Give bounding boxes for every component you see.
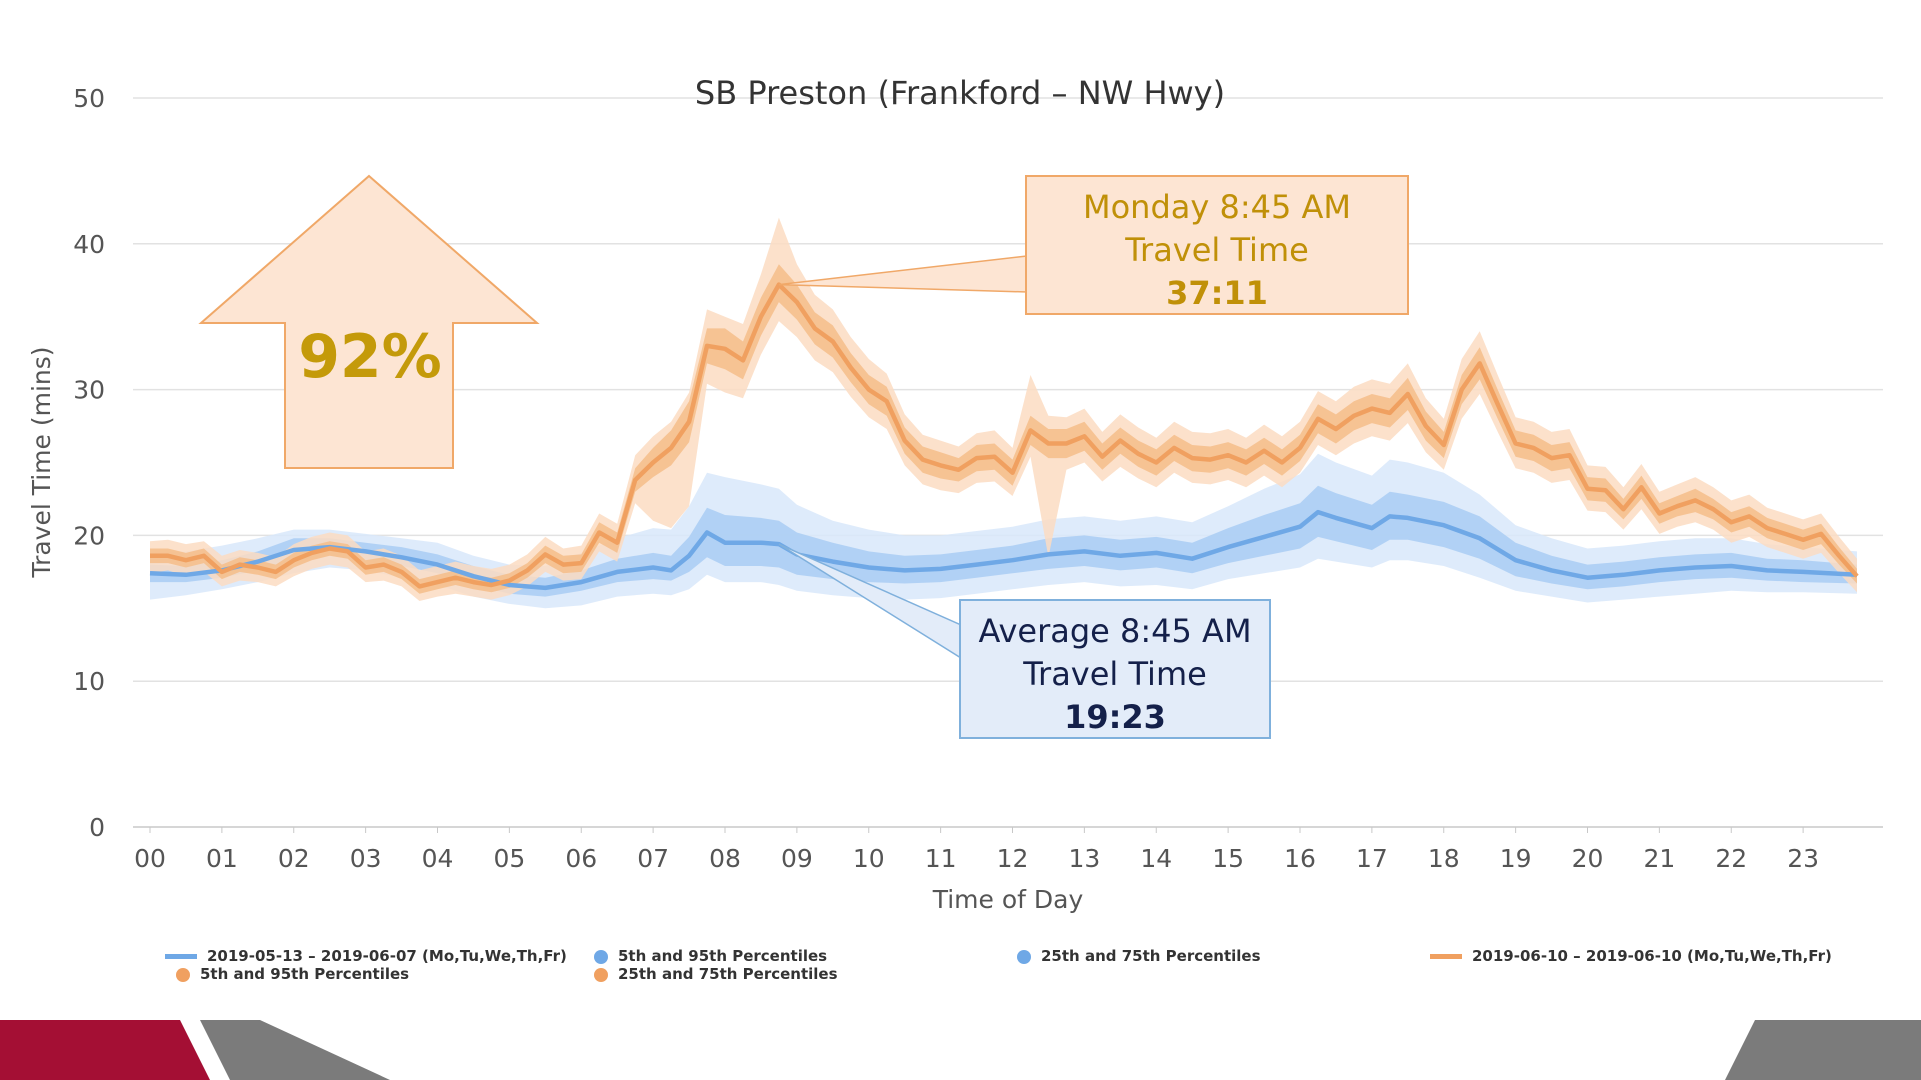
series-line-event-day xyxy=(150,282,1859,589)
series-lines xyxy=(149,282,1859,591)
y-tick-label: 40 xyxy=(73,230,105,259)
band-5-95-event-day xyxy=(150,217,1857,601)
percentile-bands xyxy=(150,217,1857,609)
legend-line-icon xyxy=(165,954,197,959)
x-tick-label: 00 xyxy=(134,844,166,873)
average-callout-line2: Travel Time xyxy=(1023,655,1207,693)
legend-label: 2019-05-13 – 2019-06-07 (Mo,Tu,We,Th,Fr) xyxy=(207,947,567,965)
y-axis-title: Travel Time (mins) xyxy=(27,346,56,578)
x-tick-label: 12 xyxy=(997,844,1029,873)
y-tick-label: 30 xyxy=(73,376,105,405)
x-tick-label: 03 xyxy=(350,844,382,873)
footer-grey-stripe-right xyxy=(1725,1020,1921,1080)
legend-item-orange-25-75[interactable]: 25th and 75th Percentiles xyxy=(594,965,838,983)
x-tick-label: 04 xyxy=(422,844,454,873)
monday-callout-line2: Travel Time xyxy=(1125,231,1309,269)
increase-percent: 92% xyxy=(298,322,442,392)
chart-title: SB Preston (Frankford – NW Hwy) xyxy=(695,74,1225,112)
x-tick-label: 06 xyxy=(565,844,597,873)
legend-label: 2019-06-10 – 2019-06-10 (Mo,Tu,We,Th,Fr) xyxy=(1472,947,1832,965)
monday-callout-line1: Monday 8:45 AM xyxy=(1082,188,1352,226)
x-tick-label: 16 xyxy=(1284,844,1316,873)
x-tick-label: 01 xyxy=(206,844,238,873)
x-tick-label: 15 xyxy=(1212,844,1244,873)
x-tick-label: 05 xyxy=(493,844,525,873)
legend-dot-icon xyxy=(1017,949,1031,964)
footer-red-stripe xyxy=(0,1020,210,1080)
x-axis-title: Time of Day xyxy=(932,885,1084,914)
legend-dot-icon xyxy=(176,967,190,982)
legend-item-event-day[interactable]: 2019-06-10 – 2019-06-10 (Mo,Tu,We,Th,Fr) xyxy=(1430,947,1832,965)
increase-arrow-icon xyxy=(198,174,540,469)
average-callout-value: 19:23 xyxy=(1064,698,1166,736)
x-tick-label: 22 xyxy=(1715,844,1747,873)
y-tick-label: 50 xyxy=(73,84,105,113)
x-tick-label: 09 xyxy=(781,844,813,873)
x-tick-label: 20 xyxy=(1572,844,1604,873)
legend-label: 5th and 95th Percentiles xyxy=(200,965,410,983)
callout-connectors xyxy=(778,255,1028,660)
x-tick-label: 17 xyxy=(1356,844,1388,873)
legend-line-icon xyxy=(1430,954,1462,959)
monday-callout-value: 37:11 xyxy=(1166,274,1268,312)
legend-item-baseline[interactable]: 2019-05-13 – 2019-06-07 (Mo,Tu,We,Th,Fr) xyxy=(165,947,567,965)
legend-label: 25th and 75th Percentiles xyxy=(1041,947,1261,965)
legend-item-blue-5-95[interactable]: 5th and 95th Percentiles xyxy=(594,947,827,965)
x-tick-label: 10 xyxy=(853,844,885,873)
x-tick-label: 14 xyxy=(1140,844,1172,873)
x-tick-label: 21 xyxy=(1643,844,1675,873)
x-tick-label: 07 xyxy=(637,844,669,873)
monday-callout: Monday 8:45 AM Travel Time 37:11 xyxy=(1025,175,1409,315)
legend-dot-icon xyxy=(594,949,608,964)
legend-label: 25th and 75th Percentiles xyxy=(618,965,838,983)
x-tick-label: 13 xyxy=(1068,844,1100,873)
legend-item-orange-5-95[interactable]: 5th and 95th Percentiles xyxy=(176,965,409,983)
legend-label: 5th and 95th Percentiles xyxy=(618,947,828,965)
series-line-baseline xyxy=(149,509,1858,591)
y-tick-label: 20 xyxy=(73,521,105,550)
x-tick-label: 23 xyxy=(1787,844,1819,873)
legend-dot-icon xyxy=(594,967,608,982)
average-callout-line1: Average 8:45 AM xyxy=(978,612,1252,650)
y-tick-label: 0 xyxy=(89,813,105,842)
x-tick-label: 19 xyxy=(1500,844,1532,873)
x-tick-label: 02 xyxy=(278,844,310,873)
x-tick-label: 08 xyxy=(709,844,741,873)
average-callout: Average 8:45 AM Travel Time 19:23 xyxy=(959,599,1271,739)
legend-item-blue-25-75[interactable]: 25th and 75th Percentiles xyxy=(1017,947,1261,965)
x-tick-label: 11 xyxy=(925,844,957,873)
band-25-75-baseline xyxy=(150,485,1857,597)
x-tick-label: 18 xyxy=(1428,844,1460,873)
monday-callout-pointer xyxy=(778,255,1028,293)
axes: 0 10 20 30 40 50 00 01 02 03 04 05 06 07 08 09 10 11 12 13 1… xyxy=(73,84,1819,873)
y-tick-label: 10 xyxy=(73,667,105,696)
